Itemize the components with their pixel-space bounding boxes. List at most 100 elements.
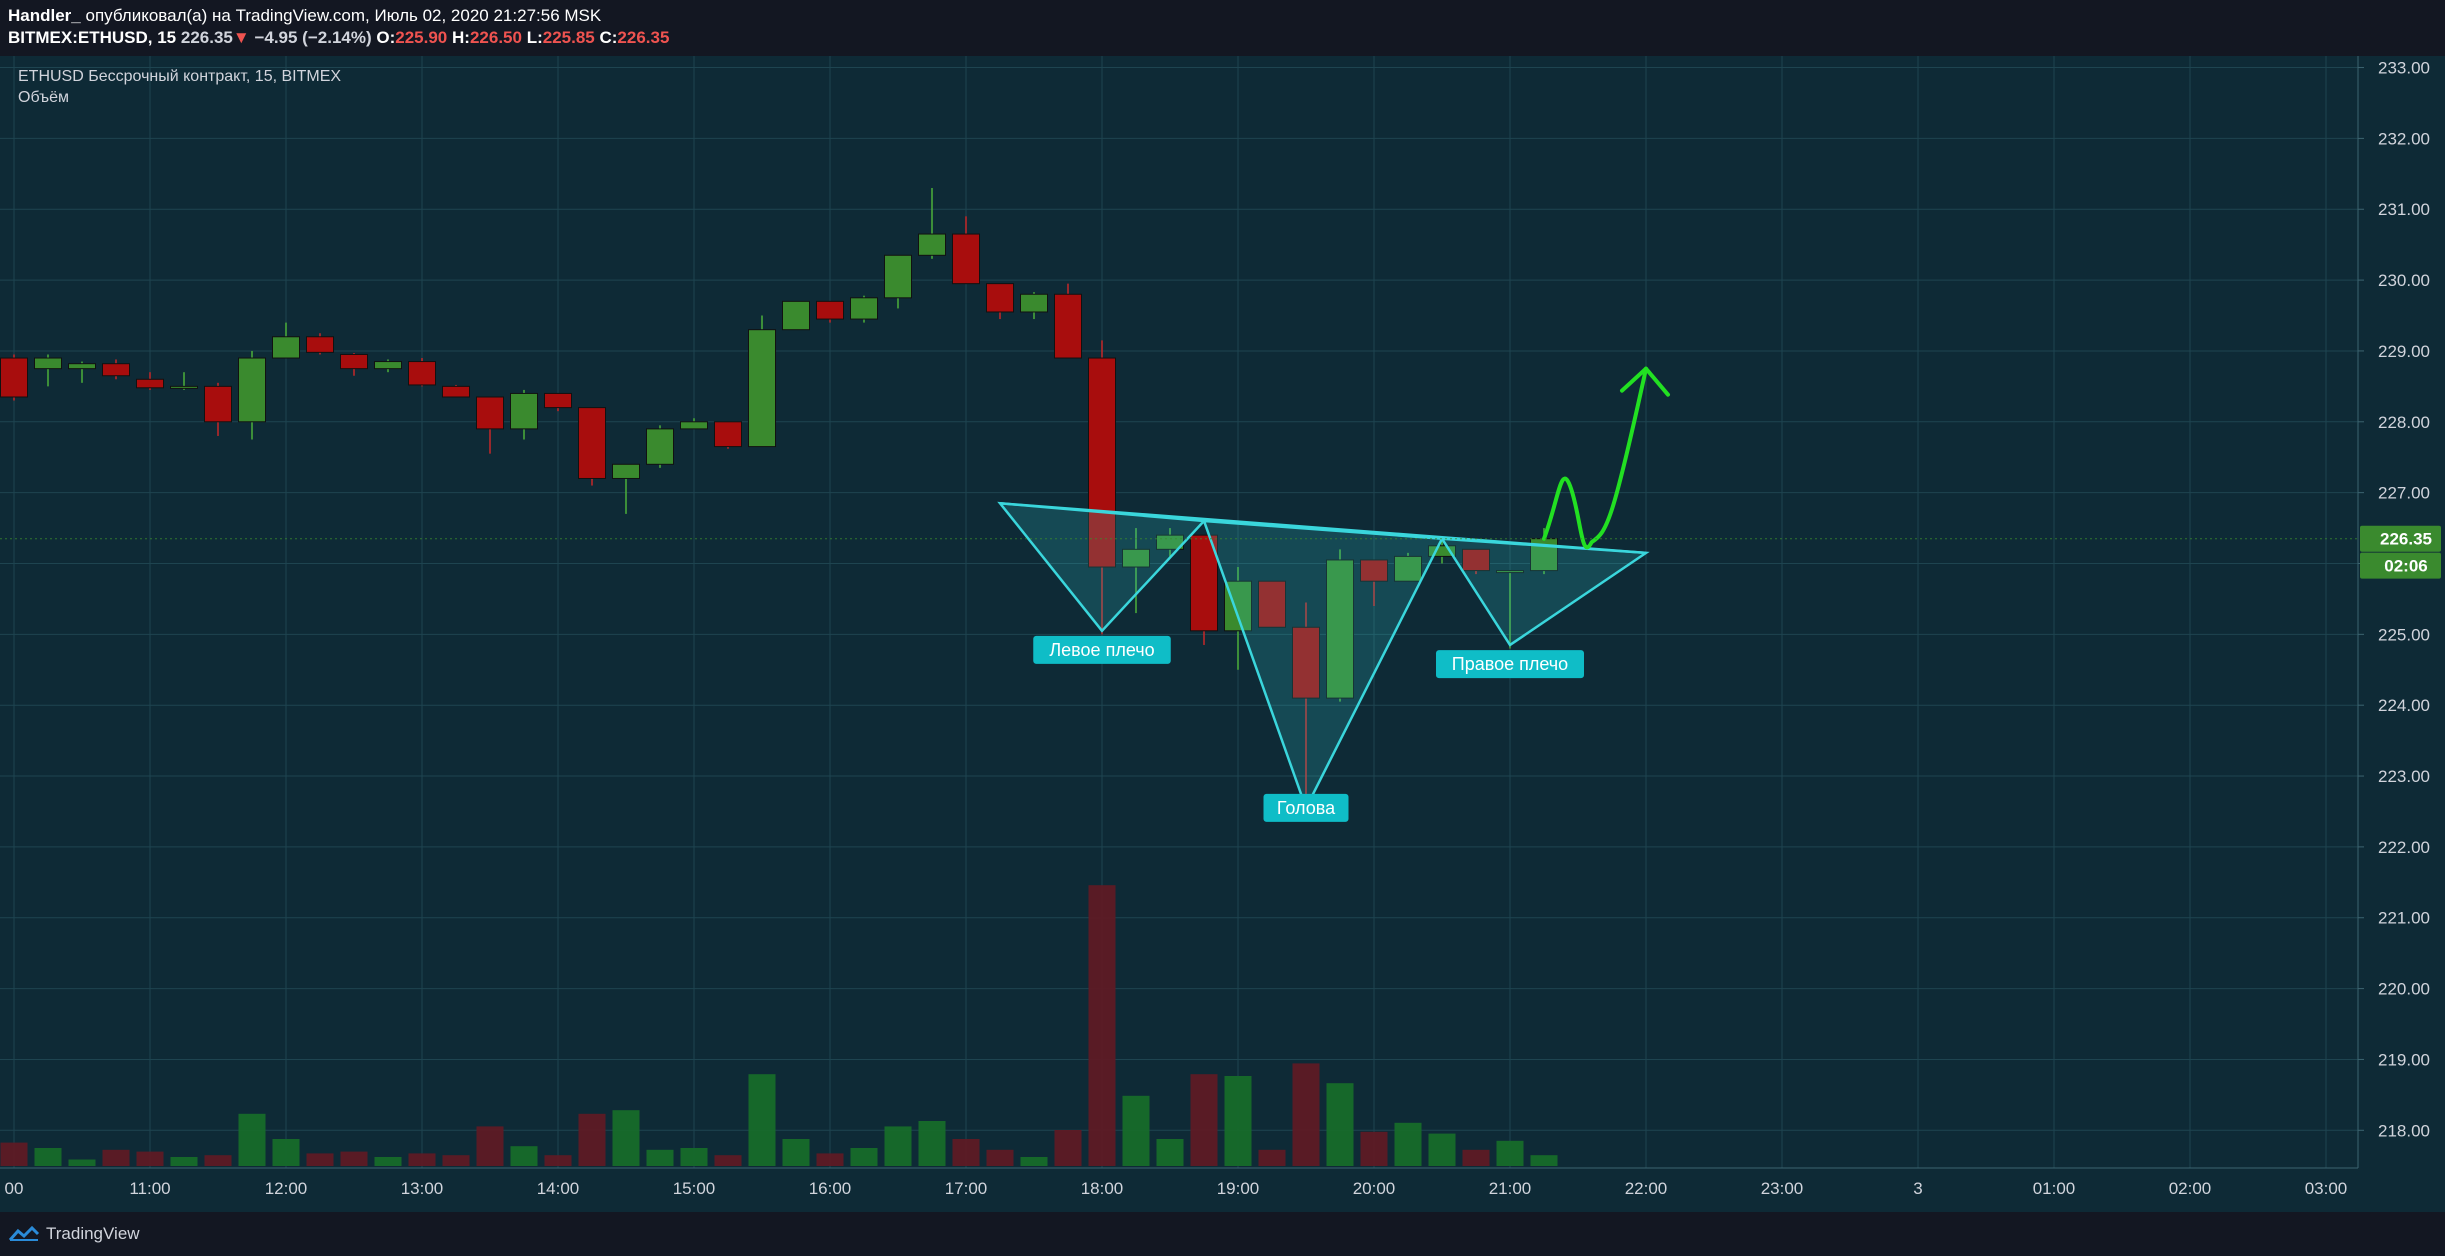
time-tick-label: 15:00 [673,1179,716,1198]
volume-bar [204,1155,232,1166]
candle-body [850,297,878,320]
pattern-label-text: Левое плечо [1049,640,1154,660]
candle-body [748,329,776,448]
candle-body [374,361,402,370]
volume-bar [1224,1076,1252,1166]
volume-bar [340,1151,368,1166]
price-tick-label: 229.00 [2378,342,2430,361]
candle-body [1292,626,1320,699]
candle-body [204,385,232,423]
candles [0,187,1558,812]
volume-bar [68,1159,96,1166]
volume-bar [680,1148,708,1166]
price-tick-label: 225.00 [2378,625,2430,644]
candle-body [510,392,538,430]
price-tick-label: 219.00 [2378,1050,2430,1069]
volume-bar [510,1146,538,1166]
candle-body [238,357,266,423]
volume-legend-label: Объём [18,89,69,106]
close-label: C: [599,28,618,47]
time-tick-label: 14:00 [537,1179,580,1198]
volume-bar [374,1157,402,1166]
time-tick-label: 00 [5,1179,24,1198]
price-badge [2360,525,2441,552]
candle-body [170,385,198,389]
volume-bar [136,1151,164,1166]
time-tick-label: 12:00 [265,1179,308,1198]
price-tick-label: 232.00 [2378,129,2430,148]
volume-bar [476,1126,504,1166]
candle-body [646,428,674,465]
candle-body [272,336,300,359]
candle-body [0,357,28,398]
candle-body [68,363,96,370]
high-value: 226.50 [469,28,522,47]
candle-body [136,378,164,389]
tradingview-brand[interactable]: TradingView [8,1224,140,1244]
volume-bar [850,1148,878,1166]
volume-bar [442,1155,470,1166]
candle-body [1496,570,1524,574]
candle-body [884,254,912,299]
chart-header: Handler_ опубликовал(а) на TradingView.c… [0,0,2445,56]
volume-bar [884,1126,912,1166]
axes: 233.00 232.00 231.00 230.00 229.00 228.00 227.… [0,56,2445,1212]
volume-bar [1054,1130,1082,1166]
candle-body [816,300,844,320]
price-badge [2360,552,2441,579]
candle-body [680,421,708,430]
volume-bar [918,1121,946,1166]
pattern-label-badge [1263,793,1349,822]
candle-body [1088,357,1116,568]
pattern-label-text: Правое плечо [1452,654,1568,674]
chart-area[interactable]: Левое плечо Голова Правое плечо 233.00 232.… [0,56,2445,1212]
low-label: L: [526,28,543,47]
volume-bar [612,1110,640,1166]
candle-body [1258,580,1286,628]
candle-body [1190,534,1218,632]
author-name[interactable]: Handler_ [8,6,81,25]
price-badge-text: 226.35 [2380,530,2432,549]
open-label: O: [376,28,396,47]
time-tick-label: 21:00 [1489,1179,1532,1198]
volume-bar [1088,885,1116,1166]
arrow-head-icon [1620,366,1670,397]
candle-body [340,353,368,370]
candle-body [476,396,504,430]
volume-bar [0,1142,28,1166]
time-tick-label: 13:00 [401,1179,444,1198]
time-tick-label: 20:00 [1353,1179,1396,1198]
volume-bar [782,1139,810,1166]
head-triangle [1202,519,1444,812]
price-tick-label: 228.00 [2378,413,2430,432]
price-tick-label: 224.00 [2378,696,2430,715]
volume-bar [816,1153,844,1166]
publish-info: Handler_ опубликовал(а) на TradingView.c… [8,6,601,26]
published-text: опубликовал(а) на TradingView.com, Июль … [85,6,602,25]
volume-bar [1496,1140,1524,1166]
price-axis [2358,56,2445,1212]
symbol-label: BITMEX:ETHUSD, 15 [8,28,177,47]
price-tick-label: 222.00 [2378,838,2430,857]
volume-bar [306,1153,334,1166]
volume-bar [1530,1155,1558,1166]
candle-body [714,421,742,448]
candle-body [952,233,980,285]
pattern-label-badge [1436,650,1584,679]
price-change: −4.95 (−2.14%) [254,28,372,47]
price-tick-label: 233.00 [2378,59,2430,78]
candle-body [1394,555,1422,582]
time-tick-label: 01:00 [2033,1179,2076,1198]
candle-body [986,283,1014,313]
time-axis [0,1168,2445,1212]
last-price: 226.35 [180,28,233,47]
candlestick-chart[interactable]: Левое плечо Голова Правое плечо 233.00 232.… [0,56,2445,1212]
time-tick-label: 23:00 [1761,1179,1804,1198]
candle-body [544,392,572,409]
candle-body [782,300,810,331]
price-tick-label: 230.00 [2378,271,2430,290]
volume-bar [986,1149,1014,1166]
price-badge-text: 02:06 [2384,557,2427,576]
candle-body [1462,548,1490,572]
volume-bar [544,1155,572,1166]
